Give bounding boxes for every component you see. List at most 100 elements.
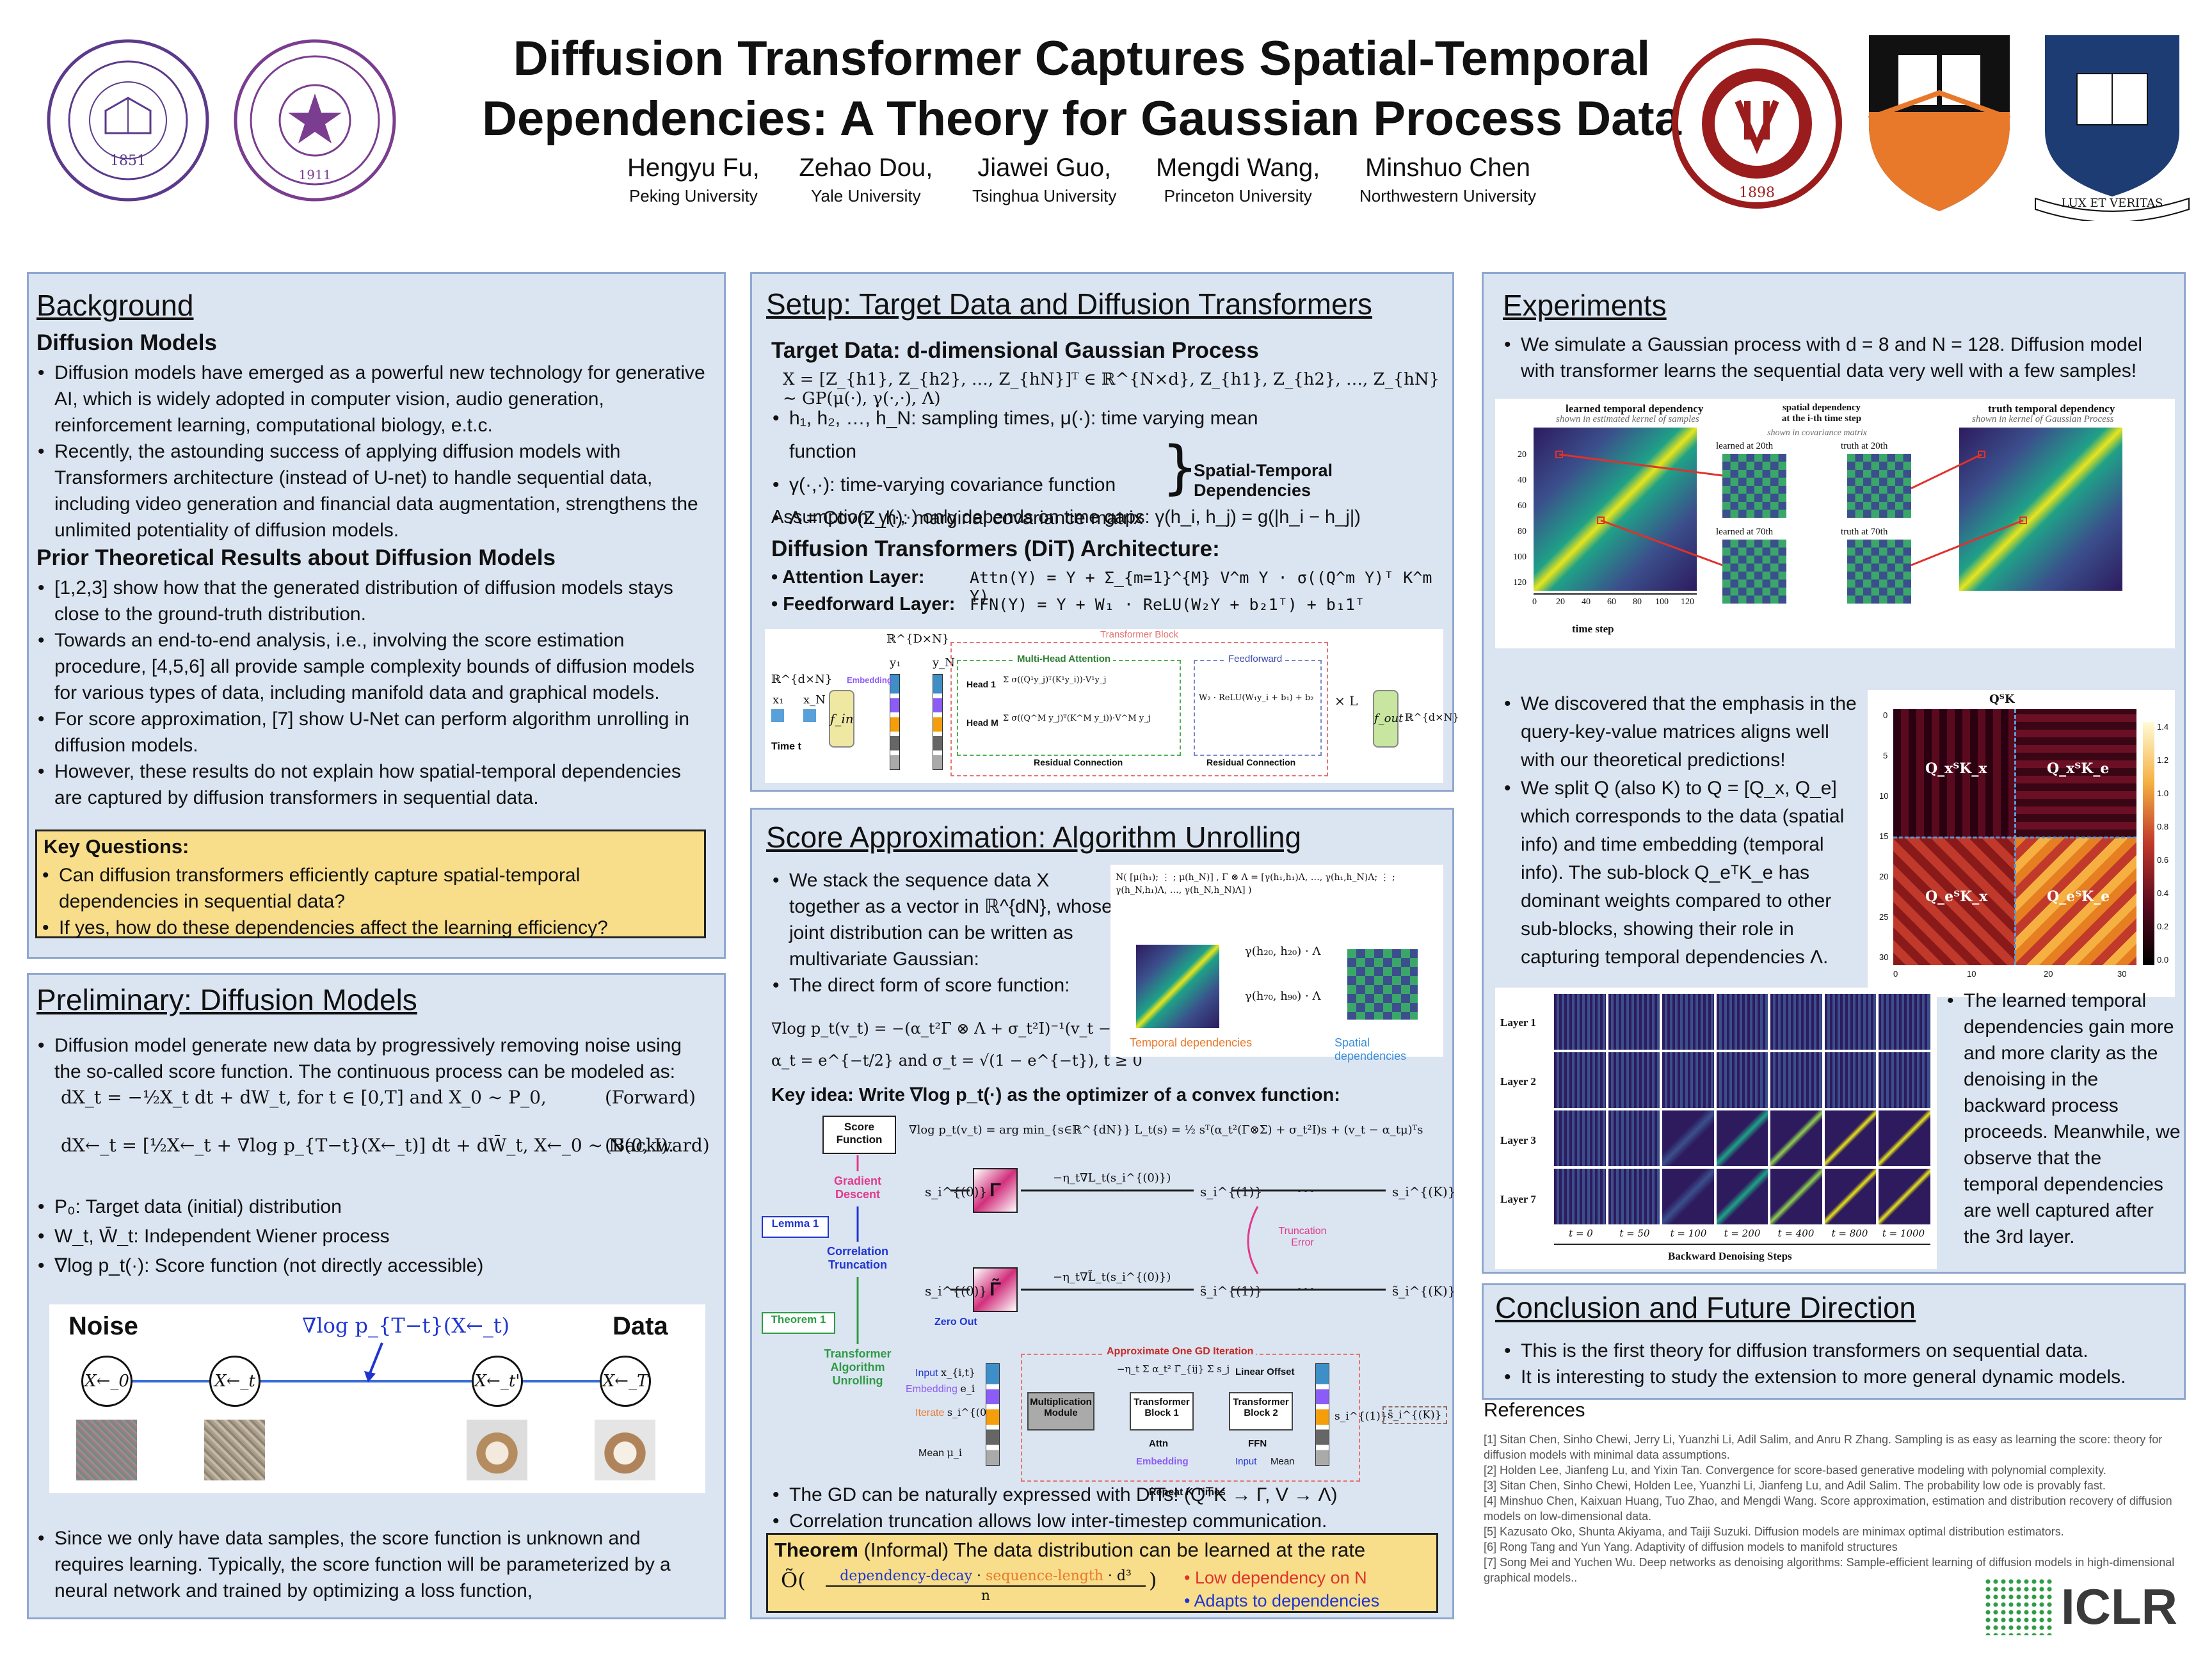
head1-eq: Σ σ((Q¹y_j)ᵀ(K¹y_i))·V¹y_j [1003, 675, 1107, 685]
spatial-label: Spatial dependencies [1334, 1036, 1407, 1062]
tick: 100 [1513, 552, 1527, 562]
list-item: We stack the sequence data X together as… [770, 867, 1116, 972]
output-space-label: ℝ^{d×N} [1405, 711, 1459, 723]
diffusion-process-figure: Noise Data ∇log p_{T−t}(X←_t) X←_0 X←_t … [49, 1304, 705, 1493]
mha-label: Multi-Head Attention [1014, 653, 1114, 664]
list-item: P₀: Target data (initial) distribution [35, 1192, 714, 1222]
theorem-tag: (Informal) [863, 1539, 949, 1561]
setup-items: h₁, h₂, …, h_N: sampling times, μ(·): ti… [770, 402, 1269, 535]
layer-cell [1770, 1052, 1822, 1108]
forward-tag: (Forward) [605, 1087, 696, 1108]
tick: 80 [1518, 527, 1527, 536]
step2-label: −η_t∇L̃_t(s_i^{(0)}) [1053, 1270, 1171, 1284]
author-name: Minshuo Chen [1365, 154, 1530, 182]
reference-item: [1] Sitan Chen, Sinho Chewi, Jerry Li, Y… [1484, 1433, 2163, 1461]
correlation-truncation-label: Correlation Truncation [826, 1245, 888, 1271]
token-column [1315, 1363, 1329, 1466]
list-item: h₁, h₂, …, h_N: sampling times, μ(·): ti… [770, 402, 1269, 469]
score-label: ∇log p_{T−t}(X←_t) [302, 1313, 510, 1338]
s1-label: s_i^{(1)} [1200, 1184, 1263, 1199]
spatial-t70 [1847, 540, 1911, 604]
axis-arrow [1554, 1244, 1930, 1245]
svg-text:1851: 1851 [110, 153, 146, 169]
step-label: t = 50 [1619, 1228, 1650, 1239]
tb2-block: Transformer Block 2 [1229, 1392, 1293, 1431]
token-column [890, 674, 900, 770]
node-xT: X←_T [600, 1356, 651, 1407]
author-affiliation: Tsinghua University [972, 186, 1117, 205]
forward-equation: dX_t = −½X_t dt + dW_t, for t ∈ [0,T] an… [61, 1087, 547, 1108]
reference-item: [2] Holden Lee, Jianfeng Lu, and Yixin T… [1484, 1464, 2106, 1477]
iterate-text: Iterate [915, 1407, 945, 1418]
gradient-descent-label: Gradient Descent [833, 1174, 881, 1201]
theorem-header: Theorem (Informal) The data distribution… [774, 1539, 1365, 1562]
conclusion-bullets: This is the first theory for diffusion t… [1502, 1338, 2180, 1390]
references-section: References [1] Sitan Chen, Sinho Chewi, … [1484, 1399, 2188, 1584]
layer-cell [1879, 1110, 1930, 1166]
layer-cell [1608, 1110, 1660, 1166]
step-label: t = 0 [1569, 1228, 1593, 1239]
iterate-sym: s_i^{(0)} [947, 1406, 997, 1418]
experiments-panel: Experiments We simulate a Gaussian proce… [1482, 272, 2186, 1274]
zero-out-label: Zero Out [934, 1317, 977, 1327]
background-bullets-1: Diffusion models have emerged as a power… [35, 360, 714, 543]
list-item: Recently, the astounding success of appl… [35, 438, 714, 543]
qk-title: QᵀK [1989, 693, 2015, 706]
theorem-box: Theorem (Informal) The data distribution… [766, 1533, 1438, 1613]
t70-label: truth at 70th [1841, 527, 1888, 537]
time-label: Time t [771, 741, 801, 752]
layer-cell [1608, 1052, 1660, 1108]
layer-evolution-figure: Layer 1 Layer 2 Layer 3 Layer 7 [1495, 988, 1937, 1269]
references-list: [1] Sitan Chen, Sinho Chewi, Jerry Li, Y… [1484, 1432, 2188, 1585]
key-questions-list: Can diffusion transformers efficiently c… [40, 862, 699, 941]
theorem-point-1: • Low dependency on N [1184, 1568, 1367, 1587]
score-title: Score Approximation: Algorithm Unrolling [766, 821, 1302, 854]
input-tokens [803, 709, 816, 722]
sK-label: s_i^{(K)} [1392, 1184, 1456, 1199]
dit-architecture-diagram: ℝ^{d×N} x₁ x_N Time t f_in ℝ^{D×N} y₁ y_… [765, 629, 1459, 783]
layer-cell [1662, 1052, 1714, 1108]
preliminary-outro: Since we only have data samples, the sco… [35, 1525, 714, 1604]
experiments-qk: We discovered that the emphasis in the q… [1502, 690, 1860, 972]
author-affiliation: Northwestern University [1359, 186, 1536, 205]
list-item: Λ = Cov(Z_h): marginal covariance matrix [770, 502, 1269, 535]
author-name: Jiawei Guo, [977, 154, 1112, 182]
layer-grid [1554, 994, 1930, 1224]
alpha-equation: α_t = e^{−t/2} and σ_t = √(1 − e^{−t}), … [771, 1052, 1142, 1070]
tick: 40 [1582, 597, 1591, 607]
rate-num-b: sequence-length [986, 1568, 1103, 1584]
gamma-block: Γ [973, 1168, 1018, 1213]
layer-cell [1554, 994, 1606, 1050]
embedding-label: Embedding e_i [906, 1382, 975, 1395]
layer-cell [1879, 1169, 1930, 1224]
ff-eq: W₂ · ReLU(W₁y_i + b₁) + b₂ [1199, 693, 1314, 703]
yale-motto: LUX ET VERITAS [2061, 196, 2163, 210]
headM-eq: Σ σ((Q^M y_j)ᵀ(K^M y_i))·V^M y_j [1003, 714, 1151, 723]
target-data-heading: Target Data: d-dimensional Gaussian Proc… [771, 338, 1259, 363]
list-item: The GD can be naturally expressed with D… [770, 1482, 1448, 1508]
y-tick: 0 [1883, 710, 1888, 720]
step1-label: −η_t∇L_t(s_i^{(0)}) [1053, 1171, 1171, 1185]
iclr-logo: ICLR [1984, 1571, 2202, 1642]
tick: 120 [1681, 597, 1694, 607]
out-s1-label: s_i^{(1)} [1334, 1410, 1388, 1423]
point1-text: Low dependency on N [1194, 1568, 1367, 1587]
rate-num-a: dependency-decay [840, 1568, 973, 1584]
residual1-label: Residual Connection [1034, 757, 1123, 767]
author-name: Zehao Dou, [799, 154, 933, 182]
layer-cell [1662, 994, 1714, 1050]
step-label: t = 1000 [1882, 1228, 1925, 1239]
node-xt: X←_t [209, 1356, 260, 1407]
layer-cell [1662, 1169, 1714, 1224]
reference-item: [7] Song Mei and Yuchen Wu. Deep network… [1484, 1556, 2175, 1584]
poster-title: Diffusion Transformer Captures Spatial-T… [410, 29, 1754, 149]
experiments-title: Experiments [1503, 289, 1667, 322]
tick: 80 [1633, 597, 1642, 607]
attn-label: Attention Layer: [782, 567, 925, 588]
attention-equation: Attn(Y) = Y + Σ_{m=1}^{M} V^m Y · σ((Q^m… [970, 568, 1432, 605]
y1-label: y₁ [890, 656, 901, 669]
assumption: Assumption: γ(·,·) only depends on time … [771, 507, 1361, 527]
point2-text: Adapts to dependencies [1194, 1591, 1380, 1610]
qk-block-2 [2015, 709, 2136, 837]
mha-block [957, 660, 1181, 756]
